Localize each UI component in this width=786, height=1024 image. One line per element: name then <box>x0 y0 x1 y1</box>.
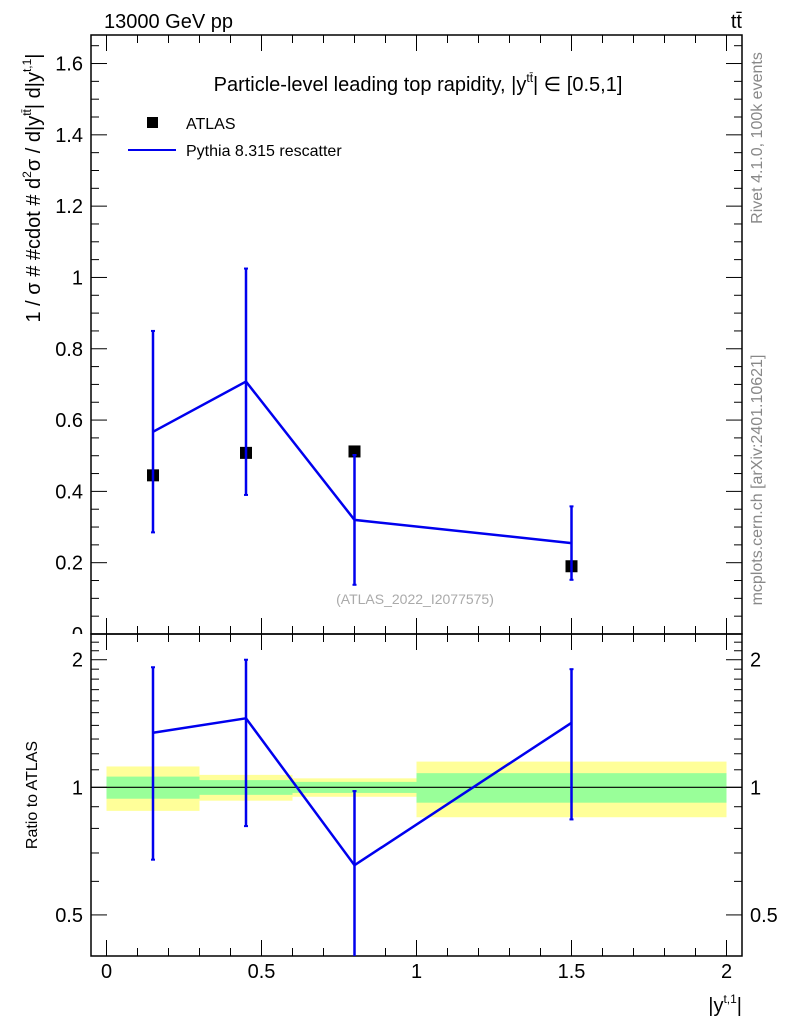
legend: ATLAS Pythia 8.315 rescatter <box>128 116 342 160</box>
ylabel-sup1: 2 <box>20 171 34 178</box>
ratio-y-tick-label: 0.5 <box>55 905 83 927</box>
xlabel-tail: | <box>737 995 742 1017</box>
chart-title: Particle-level leading top rapidity, |yt… <box>214 71 623 96</box>
mcplots-label: mcplots.cern.ch [arXiv:2401.10621] <box>749 355 766 606</box>
y-zero-label: 0 <box>72 624 83 646</box>
y-tick-label: 0.4 <box>55 481 83 503</box>
xlabel-sup: t,1 <box>723 992 737 1006</box>
x-tick-label: 2 <box>721 961 732 983</box>
ratio-y-tick-label-right: 2 <box>750 650 761 672</box>
xlabel-main: |y <box>708 995 723 1017</box>
ylabel-mid: σ / d|y <box>23 116 45 171</box>
y-tick-label: 0.2 <box>55 553 83 575</box>
rivet-label: Rivet 4.1.0, 100k events <box>749 52 766 224</box>
y-tick-label: 1 <box>72 267 83 289</box>
ratio-y-tick-label-right: 1 <box>750 777 761 799</box>
legend-atlas-marker <box>147 117 158 128</box>
ylabel-main: 1 / σ # #cdot # d <box>23 178 45 323</box>
ratio-mc-line <box>152 716 573 867</box>
atlas-point <box>348 445 361 458</box>
ylabel-sup3: t,1 <box>20 58 34 72</box>
ylabel-mid2: | d|y <box>23 72 45 109</box>
x-tick-label: 0.5 <box>248 961 276 983</box>
analysis-tag: (ATLAS_2022_I2077575) <box>336 591 494 607</box>
y-tick-label: 1.6 <box>55 54 83 76</box>
x-tick-label: 0 <box>101 961 112 983</box>
y-tick-label: 0.8 <box>55 339 83 361</box>
ratio-axes: 0.5 0.5 1 1 2 2 0 0.5 1 1.5 2 <box>55 633 778 983</box>
chart-title-sup: tt̄ <box>526 71 533 85</box>
chart-title-main: Particle-level leading top rapidity, |y <box>214 74 527 96</box>
y-tick-label: 1.4 <box>55 125 83 147</box>
upper-axes: 0.2 0.4 0.6 0.8 1 1.2 1.4 1.6 0 <box>55 34 743 646</box>
x-tick-label: 1.5 <box>558 961 586 983</box>
process-label: tt̄ <box>731 11 743 33</box>
mc-line <box>152 379 572 545</box>
chart-title-tail: | ∈ [0.5,1] <box>533 74 622 96</box>
ratio-y-tick-label-right: 0.5 <box>750 905 778 927</box>
legend-mc-label: Pythia 8.315 rescatter <box>186 143 342 160</box>
upper-ylabel: 1 / σ # #cdot # d2σ / d|ytt̄| d|yt,1| <box>20 54 45 323</box>
energy-label: 13000 GeV pp <box>104 11 233 33</box>
ratio-y-tick-label: 2 <box>72 650 83 672</box>
xlabel: |yt,1| <box>708 992 742 1017</box>
ratio-y-tick-label: 1 <box>72 777 83 799</box>
legend-atlas-label: ATLAS <box>186 116 236 133</box>
ylabel-tail: | <box>23 54 45 59</box>
ratio-panel <box>106 761 727 818</box>
ratio-ylabel: Ratio to ATLAS <box>24 741 41 849</box>
ylabel-sup2: tt̄ <box>20 108 34 115</box>
y-tick-label: 0.6 <box>55 410 83 432</box>
x-tick-label: 1 <box>411 961 422 983</box>
y-tick-label: 1.2 <box>55 196 83 218</box>
